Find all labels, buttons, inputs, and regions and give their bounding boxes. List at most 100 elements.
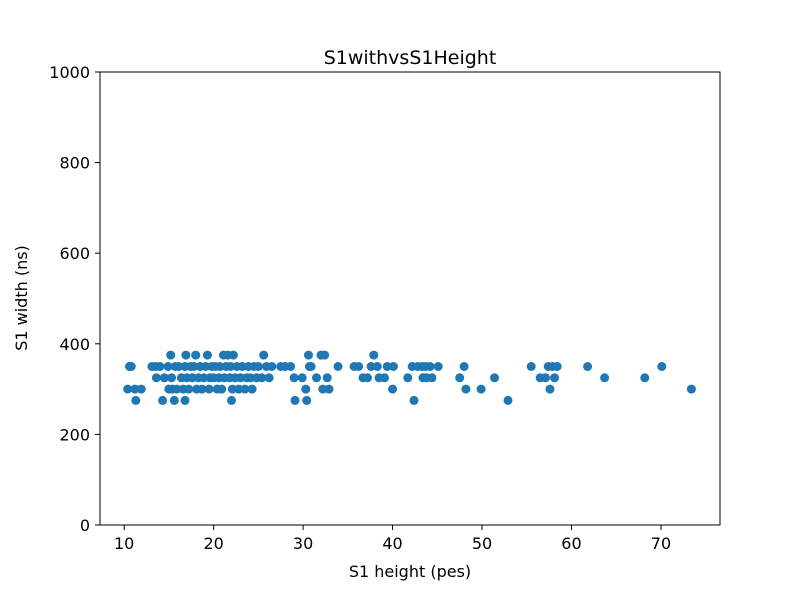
data-point	[158, 395, 168, 405]
data-point	[380, 373, 389, 383]
y-axis-label: S1 width (ns)	[12, 245, 31, 351]
data-point	[172, 384, 182, 394]
data-point	[227, 384, 237, 394]
data-point	[318, 384, 328, 394]
data-point	[372, 362, 382, 371]
data-point	[476, 384, 486, 394]
data-point	[289, 373, 299, 383]
y-tick-label: 400	[59, 335, 90, 354]
data-point	[228, 350, 238, 360]
data-point	[455, 373, 465, 383]
data-point	[180, 395, 190, 405]
data-point	[181, 350, 191, 360]
x-tick-label: 50	[472, 534, 492, 553]
data-point	[461, 384, 471, 394]
data-point	[174, 362, 184, 371]
data-point	[363, 373, 372, 383]
data-point	[320, 350, 330, 360]
data-point	[550, 373, 559, 383]
data-point	[253, 362, 263, 371]
data-point	[240, 384, 250, 394]
data-point	[151, 373, 161, 383]
y-tick-label: 0	[80, 516, 90, 535]
data-point	[427, 373, 437, 383]
data-point	[388, 362, 398, 371]
data-point	[369, 350, 379, 360]
data-point	[286, 362, 296, 371]
data-point	[459, 362, 469, 371]
data-point	[159, 373, 169, 383]
data-point	[227, 395, 236, 405]
data-point	[247, 384, 257, 394]
data-point	[184, 384, 194, 394]
y-tick-label: 800	[59, 154, 90, 173]
data-point	[264, 373, 274, 383]
data-point	[526, 362, 536, 371]
data-point	[201, 362, 211, 371]
data-point	[583, 362, 593, 371]
data-point	[657, 362, 667, 371]
data-point	[322, 373, 332, 383]
data-point	[167, 373, 177, 383]
data-point	[257, 373, 267, 383]
data-point	[202, 350, 212, 360]
data-point	[187, 373, 197, 383]
data-point	[215, 362, 225, 371]
data-point	[189, 362, 199, 371]
data-point	[425, 362, 435, 371]
data-point	[126, 362, 136, 371]
x-tick-label: 60	[561, 534, 581, 553]
data-point	[306, 362, 316, 371]
data-point	[217, 384, 227, 394]
data-point	[403, 373, 413, 383]
chart-title: S1withvsS1Height	[324, 47, 497, 69]
data-point	[503, 395, 513, 405]
data-point	[552, 362, 562, 371]
data-point	[236, 373, 245, 383]
data-point	[312, 373, 321, 383]
x-axis-ticks: 10 20 30 40 50 60 70	[114, 525, 671, 553]
data-point	[545, 384, 555, 394]
data-point	[686, 384, 696, 394]
y-tick-label: 200	[59, 425, 90, 444]
data-point	[237, 362, 247, 371]
data-point	[267, 362, 277, 371]
data-point	[333, 362, 343, 371]
data-point	[155, 362, 165, 371]
data-point	[324, 384, 334, 394]
data-point	[297, 373, 307, 383]
plot-frame	[99, 71, 721, 526]
data-point	[259, 350, 269, 360]
data-point	[366, 362, 376, 371]
data-point	[226, 362, 236, 371]
y-axis-ticks: 0 200 400 600 800 1000	[49, 63, 100, 535]
data-point	[136, 384, 146, 394]
x-tick-label: 70	[651, 534, 671, 553]
points-layer	[123, 350, 696, 405]
y-tick-label: 1000	[49, 63, 90, 82]
data-point	[600, 373, 610, 383]
data-point	[234, 384, 244, 394]
data-point	[191, 350, 201, 360]
data-point	[409, 395, 419, 405]
data-point	[197, 384, 207, 394]
y-tick-label: 600	[59, 244, 90, 263]
data-point	[130, 384, 140, 394]
data-point	[354, 362, 364, 371]
data-point	[301, 384, 311, 394]
data-point	[166, 350, 176, 360]
data-point	[302, 395, 312, 405]
data-point	[163, 362, 173, 371]
data-point	[169, 395, 179, 405]
x-tick-label: 40	[382, 534, 402, 553]
data-point	[382, 362, 392, 371]
data-point	[640, 373, 650, 383]
x-tick-label: 30	[293, 534, 313, 553]
data-point	[490, 373, 499, 383]
data-point	[388, 384, 398, 394]
data-point	[541, 373, 550, 383]
data-point	[433, 362, 443, 371]
x-axis-label: S1 height (pes)	[349, 562, 471, 581]
